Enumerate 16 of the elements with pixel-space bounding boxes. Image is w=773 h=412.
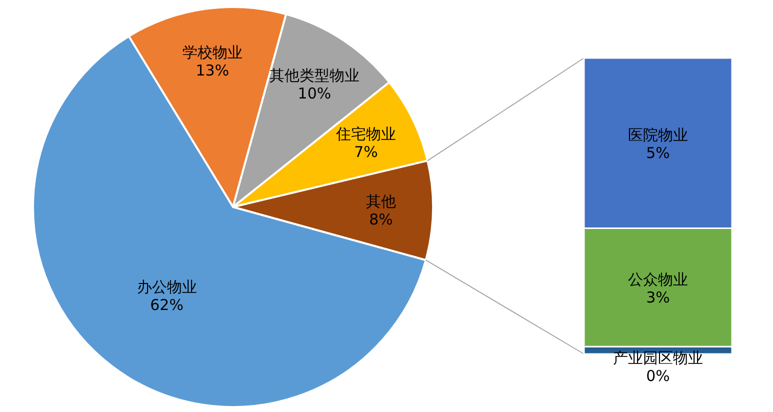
slice-label: 办公物业 (136, 278, 197, 296)
data-label: 0% (646, 367, 670, 385)
data-label: 7% (354, 143, 378, 162)
slice-label: 住宅物业 (335, 125, 396, 144)
series-label: 医院物业 (628, 126, 688, 144)
data-label: 8% (369, 210, 393, 229)
data-label: 5% (646, 144, 670, 162)
data-label: 3% (646, 288, 670, 306)
series-label: 产业园区物业 (613, 349, 703, 367)
data-label: 10% (298, 84, 332, 102)
slice-label: 其他类型物业 (269, 66, 360, 84)
slice-label: 学校物业 (182, 43, 242, 62)
series-label: 公众物业 (628, 270, 688, 288)
data-label: 62% (150, 296, 184, 314)
slice-label: 其他 (366, 192, 396, 211)
data-label: 13% (196, 61, 230, 80)
